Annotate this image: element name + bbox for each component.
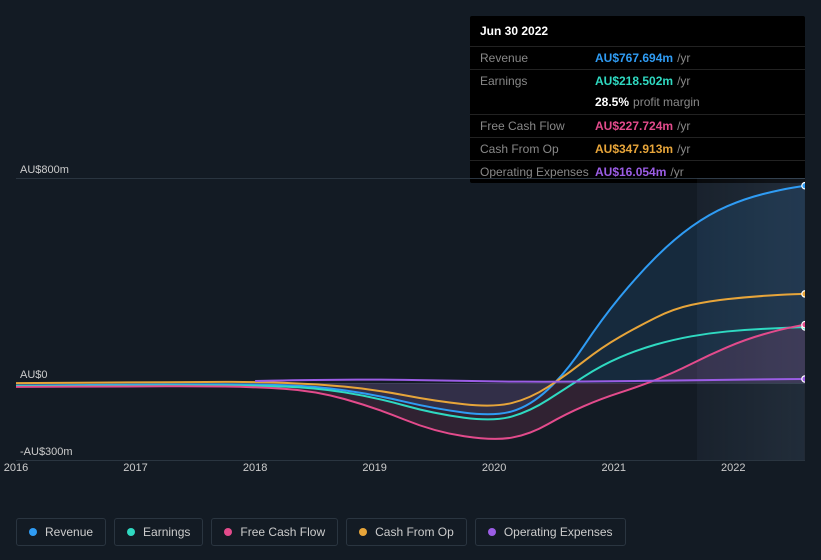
tooltip-subrow-value: 28.5% bbox=[595, 95, 629, 109]
x-axis-label: 2022 bbox=[721, 462, 745, 474]
tooltip-row-value: AU$347.913m bbox=[595, 142, 673, 156]
gridline bbox=[16, 460, 805, 461]
legend-dot-icon bbox=[488, 528, 496, 536]
tooltip-row: RevenueAU$767.694m/yr bbox=[470, 46, 805, 69]
tooltip-row-suffix: /yr bbox=[677, 51, 690, 65]
tooltip-row: Cash From OpAU$347.913m/yr bbox=[470, 137, 805, 160]
legend-item-fcf[interactable]: Free Cash Flow bbox=[211, 518, 338, 546]
tooltip-row-value: AU$227.724m bbox=[595, 119, 673, 133]
tooltip-row-label: Revenue bbox=[480, 51, 595, 65]
legend-dot-icon bbox=[29, 528, 37, 536]
legend-item-label: Revenue bbox=[45, 525, 93, 539]
legend-item-label: Operating Expenses bbox=[504, 525, 613, 539]
series-end-dot-cfo bbox=[802, 291, 805, 297]
x-axis-label: 2016 bbox=[4, 462, 28, 474]
x-axis-label: 2018 bbox=[243, 462, 267, 474]
tooltip-row-suffix: /yr bbox=[677, 142, 690, 156]
x-axis: 2016201720182019202020212022 bbox=[16, 462, 805, 478]
tooltip-date: Jun 30 2022 bbox=[470, 16, 805, 46]
x-axis-label: 2020 bbox=[482, 462, 506, 474]
legend-item-opex[interactable]: Operating Expenses bbox=[475, 518, 626, 546]
legend-item-revenue[interactable]: Revenue bbox=[16, 518, 106, 546]
legend-dot-icon bbox=[359, 528, 367, 536]
series-end-dot-revenue bbox=[802, 182, 805, 188]
tooltip-row-label: Free Cash Flow bbox=[480, 119, 595, 133]
tooltip-row-suffix: /yr bbox=[677, 74, 690, 88]
tooltip-subrow-suffix: profit margin bbox=[633, 95, 700, 109]
chart-legend: Revenue Earnings Free Cash Flow Cash From O… bbox=[16, 518, 626, 546]
tooltip-subrow: 28.5% profit margin bbox=[470, 92, 805, 114]
series-end-dot-fcf bbox=[802, 321, 805, 327]
series-end-dot-opex bbox=[802, 376, 805, 382]
tooltip-row: EarningsAU$218.502m/yr bbox=[470, 69, 805, 92]
y-axis-label: AU$800m bbox=[20, 164, 69, 176]
legend-item-label: Earnings bbox=[143, 525, 190, 539]
legend-dot-icon bbox=[224, 528, 232, 536]
chart-plot bbox=[16, 178, 805, 460]
x-axis-label: 2019 bbox=[362, 462, 386, 474]
legend-item-earnings[interactable]: Earnings bbox=[114, 518, 203, 546]
legend-item-cfo[interactable]: Cash From Op bbox=[346, 518, 467, 546]
tooltip-row-value: AU$767.694m bbox=[595, 51, 673, 65]
legend-dot-icon bbox=[127, 528, 135, 536]
x-axis-label: 2021 bbox=[601, 462, 625, 474]
tooltip-row-label: Cash From Op bbox=[480, 142, 595, 156]
tooltip-row-label: Earnings bbox=[480, 74, 595, 88]
legend-item-label: Cash From Op bbox=[375, 525, 454, 539]
x-axis-label: 2017 bbox=[123, 462, 147, 474]
financials-line-chart: AU$800mAU$0-AU$300m 20162017201820192020… bbox=[16, 160, 805, 478]
tooltip-row-value: AU$218.502m bbox=[595, 74, 673, 88]
tooltip-row: Free Cash FlowAU$227.724m/yr bbox=[470, 114, 805, 137]
tooltip-row-suffix: /yr bbox=[677, 119, 690, 133]
legend-item-label: Free Cash Flow bbox=[240, 525, 325, 539]
chart-tooltip: Jun 30 2022 RevenueAU$767.694m/yrEarning… bbox=[470, 16, 805, 183]
